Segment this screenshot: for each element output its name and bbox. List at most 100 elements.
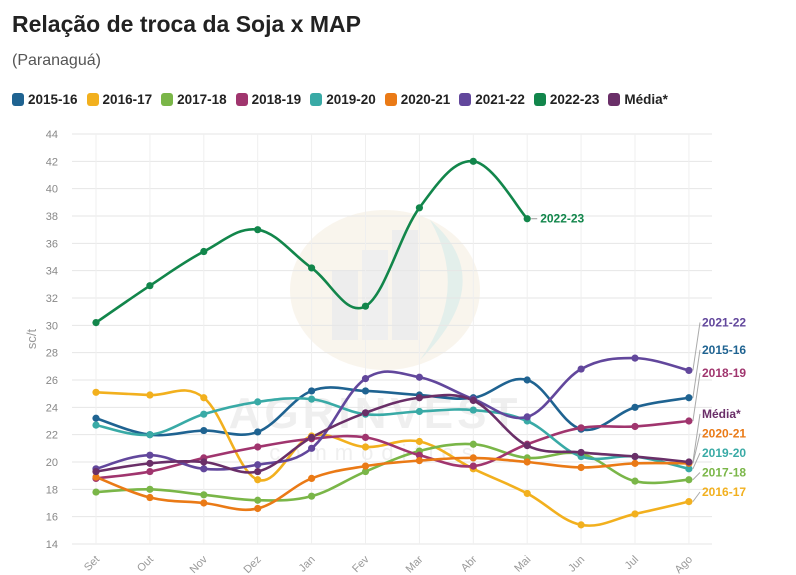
data-point-2018-19[interactable] [415,451,423,459]
data-point-2016-17[interactable] [361,443,370,451]
data-point-2015-16[interactable] [361,387,370,395]
data-point-2022-23[interactable] [146,282,154,290]
legend-item-2016-17[interactable]: 2016-17 [86,92,152,107]
data-point-2022-23[interactable] [415,204,423,212]
data-point-2022-23[interactable] [254,226,262,234]
data-point-2021-22[interactable] [308,444,316,452]
data-point-2021-22[interactable] [415,373,423,381]
data-point-2018-19[interactable] [685,417,693,425]
data-point-2020-21[interactable] [469,454,477,462]
data-point-2017-18[interactable] [631,477,639,485]
data-point-2020-21[interactable] [254,504,262,513]
data-point-2020-21[interactable] [415,457,423,465]
data-point-2020-21[interactable] [361,462,370,470]
data-point-2016-17[interactable] [254,476,262,484]
data-point-2020-21[interactable] [146,493,154,502]
data-point-2019-20[interactable] [92,421,100,429]
data-point-2022-23[interactable] [523,215,531,223]
data-point-m-dia[interactable] [523,442,531,450]
data-point-2018-19[interactable] [254,443,262,451]
data-point-2017-18[interactable] [308,492,316,500]
legend-item-2015-16[interactable]: 2015-16 [12,92,78,107]
series-line-2022-23[interactable] [94,160,529,324]
legend-item-2017-18[interactable]: 2017-18 [161,92,227,107]
data-point-2019-20[interactable] [200,410,208,418]
data-point-m-dia[interactable] [254,467,262,476]
series-line-2017-18[interactable] [94,442,691,502]
data-point-2016-17[interactable] [631,510,639,518]
data-point-2016-17[interactable] [577,521,585,529]
data-point-m-dia[interactable] [469,396,477,405]
data-point-2017-18[interactable] [254,496,262,504]
data-point-2017-18[interactable] [361,467,370,476]
series-line-2018-19[interactable] [94,419,691,480]
legend-item-m-dia[interactable]: Média* [608,92,668,107]
data-point-2017-18[interactable] [685,476,693,484]
data-point-2017-18[interactable] [469,440,477,448]
data-point-2021-22[interactable] [577,365,585,373]
data-point-2015-16[interactable] [308,387,316,395]
data-point-2020-21[interactable] [523,458,531,466]
data-point-2015-16[interactable] [200,426,208,435]
data-point-2020-21[interactable] [577,463,585,472]
x-tick-label: Nov [188,553,211,575]
data-point-2015-16[interactable] [685,394,693,402]
data-point-2021-22[interactable] [631,354,639,362]
data-point-2021-22[interactable] [523,413,531,421]
legend-item-2020-21[interactable]: 2020-21 [384,92,450,107]
data-point-m-dia[interactable] [200,458,208,466]
data-point-2019-20[interactable] [254,398,262,406]
data-point-2021-22[interactable] [361,375,370,383]
data-point-2021-22[interactable] [685,366,693,375]
data-point-2022-23[interactable] [469,157,477,165]
data-point-2016-17[interactable] [146,391,154,399]
data-point-m-dia[interactable] [631,452,639,461]
data-point-2019-20[interactable] [308,395,316,403]
data-point-2019-20[interactable] [469,406,477,414]
data-point-m-dia[interactable] [577,448,585,457]
data-point-2016-17[interactable] [92,388,100,396]
data-point-2022-23[interactable] [92,319,100,327]
data-point-2019-20[interactable] [415,407,423,416]
data-point-2018-19[interactable] [631,422,639,431]
data-point-2019-20[interactable] [146,431,154,439]
data-point-2020-21[interactable] [92,473,100,481]
data-point-2016-17[interactable] [523,489,531,498]
data-point-m-dia[interactable] [685,458,693,466]
data-point-2015-16[interactable] [92,414,100,422]
data-point-2018-19[interactable] [577,424,585,432]
data-point-2022-23[interactable] [200,247,208,256]
data-point-2017-18[interactable] [200,491,208,499]
data-point-2020-21[interactable] [308,474,316,482]
data-point-2017-18[interactable] [146,485,154,493]
data-point-2016-17[interactable] [415,437,423,446]
legend-item-2021-22[interactable]: 2021-22 [459,92,525,107]
data-point-2022-23[interactable] [361,302,370,310]
data-point-2015-16[interactable] [523,376,531,384]
series-line-2020-21[interactable] [94,456,691,512]
data-point-2018-19[interactable] [361,433,370,441]
series-line-2019-20[interactable] [94,396,691,471]
data-point-2021-22[interactable] [254,461,262,469]
data-point-2021-22[interactable] [146,451,154,459]
data-point-2017-18[interactable] [92,488,100,496]
legend-item-2019-20[interactable]: 2019-20 [310,92,376,107]
data-point-2018-19[interactable] [469,462,477,470]
data-point-2016-17[interactable] [685,498,693,506]
data-point-m-dia[interactable] [92,467,100,476]
data-point-2015-16[interactable] [631,403,639,411]
legend-item-2018-19[interactable]: 2018-19 [235,92,301,107]
data-point-2018-19[interactable] [146,467,154,476]
data-point-2019-20[interactable] [685,465,693,473]
data-point-2015-16[interactable] [254,428,262,436]
legend-item-2022-23[interactable]: 2022-23 [533,92,599,107]
data-point-2020-21[interactable] [200,499,208,507]
data-point-m-dia[interactable] [361,409,370,417]
data-point-m-dia[interactable] [146,459,154,467]
data-point-2016-17[interactable] [200,394,208,402]
data-point-2022-23[interactable] [308,264,316,272]
data-point-2020-21[interactable] [631,459,639,467]
data-point-m-dia[interactable] [308,433,316,441]
data-point-m-dia[interactable] [415,394,423,402]
data-point-2021-22[interactable] [200,465,208,473]
